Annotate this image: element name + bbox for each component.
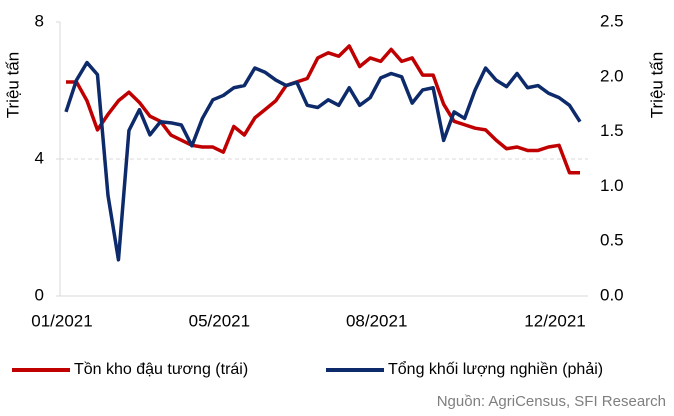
series-line: [66, 44, 580, 175]
y-tick-label: 0: [35, 285, 44, 304]
x-tick-label: 12/2021: [524, 311, 585, 330]
y2-axis-title: Triệu tấn: [647, 52, 666, 118]
y-axis-title: Triệu tấn: [3, 52, 22, 118]
y-tick-label: 4: [35, 148, 44, 167]
y2-tick-label: 1.0: [600, 176, 624, 195]
y-tick-label: 8: [35, 11, 44, 30]
y2-tick-label: 2.5: [600, 11, 624, 30]
source: Nguồn: AgriCensus, SFI Research: [437, 393, 666, 410]
legend-label: Tồn kho đậu tương (trái): [74, 361, 248, 378]
y2-tick-label: 0.0: [600, 285, 624, 304]
x-tick-label: 05/2021: [189, 311, 250, 330]
x-tick-label: 08/2021: [346, 311, 407, 330]
series-line: [64, 60, 582, 262]
legend-label: Tổng khối lượng nghiền (phải): [388, 360, 603, 378]
y2-tick-label: 1.5: [600, 121, 624, 140]
y2-tick-label: 0.5: [600, 231, 624, 250]
x-tick-label: 01/2021: [31, 311, 92, 330]
y2-tick-label: 2.0: [600, 66, 624, 85]
